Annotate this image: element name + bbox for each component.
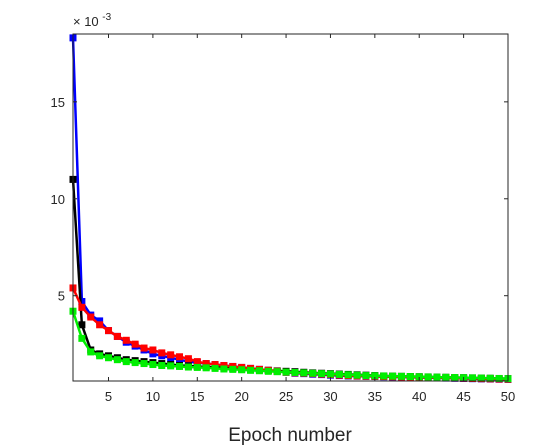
data-point [477, 374, 485, 382]
data-point [105, 327, 113, 335]
data-point [211, 361, 219, 369]
data-point [229, 365, 237, 373]
x-tick-label: 20 [234, 389, 248, 404]
data-point [131, 359, 139, 367]
data-point [468, 374, 476, 382]
data-point [362, 372, 370, 380]
data-point [202, 364, 210, 372]
data-point [318, 370, 326, 378]
data-point [397, 372, 405, 380]
data-point [122, 336, 130, 344]
data-point [335, 370, 343, 378]
y-scale-factor: × 10 -3 [73, 12, 112, 29]
data-point [193, 358, 201, 366]
x-axis: 5 10 15 20 25 30 35 40 45 50 [105, 34, 515, 404]
data-point [282, 368, 290, 376]
data-point [433, 373, 441, 381]
data-point [451, 374, 459, 382]
data-point [158, 349, 166, 357]
data-point [442, 373, 450, 381]
x-tick-label: 30 [323, 389, 337, 404]
data-point [87, 348, 95, 356]
data-point [113, 332, 121, 340]
data-point [220, 365, 228, 373]
data-point [184, 363, 192, 371]
x-tick-label: 35 [368, 389, 382, 404]
y-tick-label: 10 [51, 192, 65, 207]
x-axis-title: Epoch number [228, 425, 352, 446]
data-point [149, 350, 157, 358]
x-tick-label: 15 [190, 389, 204, 404]
data-point [78, 321, 86, 329]
data-point [353, 371, 361, 379]
series-4 [69, 307, 512, 383]
data-point [131, 340, 139, 348]
y-scale-exponent: -3 [102, 12, 111, 23]
data-point [113, 356, 121, 364]
x-tick-label: 45 [456, 389, 470, 404]
data-point [96, 352, 104, 360]
data-point [122, 358, 130, 366]
data-point [176, 362, 184, 370]
data-point [424, 373, 432, 381]
data-point [202, 360, 210, 368]
data-point [193, 363, 201, 371]
series-layer [69, 34, 512, 383]
data-point [309, 369, 317, 377]
y-scale-factor-base: × 10 [73, 14, 99, 29]
plot-frame [72, 33, 509, 382]
data-point [167, 351, 175, 359]
data-point [371, 372, 379, 380]
data-point [238, 366, 246, 374]
x-tick-label: 10 [146, 389, 160, 404]
data-point [495, 374, 503, 382]
data-point [78, 298, 86, 306]
data-point [167, 362, 175, 370]
data-point [211, 364, 219, 372]
y-tick-label: 15 [51, 95, 65, 110]
data-point [273, 368, 281, 376]
data-point [140, 344, 148, 352]
data-point [78, 303, 86, 311]
x-tick-label: 25 [279, 389, 293, 404]
data-point [264, 367, 272, 375]
data-point [326, 370, 334, 378]
x-tick-label: 40 [412, 389, 426, 404]
data-point [380, 372, 388, 380]
data-point [344, 371, 352, 379]
y-axis: 5 10 15 [51, 95, 508, 304]
data-point [406, 373, 414, 381]
data-point [140, 360, 148, 368]
data-point [87, 313, 95, 321]
y-tick-label: 5 [58, 289, 65, 304]
data-point [300, 369, 308, 377]
x-tick-label: 50 [501, 389, 515, 404]
data-point [291, 368, 299, 376]
data-point [149, 346, 157, 354]
data-point [105, 354, 113, 362]
x-tick-label: 5 [105, 389, 112, 404]
data-point [96, 317, 104, 325]
data-point [415, 373, 423, 381]
plot-area [73, 34, 508, 381]
data-point [184, 355, 192, 363]
data-point [176, 353, 184, 361]
data-point [255, 367, 263, 375]
data-point [486, 374, 494, 382]
data-point [247, 366, 255, 374]
data-point [389, 372, 397, 380]
data-point [96, 321, 104, 329]
data-point [149, 361, 157, 369]
data-point [158, 361, 166, 369]
data-point [78, 334, 86, 342]
